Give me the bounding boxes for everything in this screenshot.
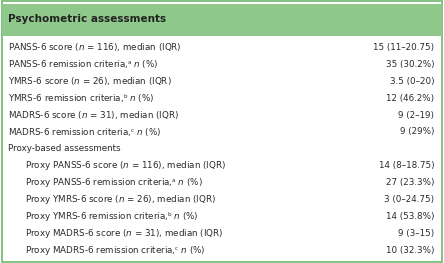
Text: YMRS-6 score ($n$ = 26), median (IQR): YMRS-6 score ($n$ = 26), median (IQR) (8, 75, 172, 87)
Text: Proxy YMRS-6 score ($n$ = 26), median (IQR): Proxy YMRS-6 score ($n$ = 26), median (I… (25, 193, 216, 206)
Text: Proxy MADRS-6 score ($n$ = 31), median (IQR): Proxy MADRS-6 score ($n$ = 31), median (… (25, 227, 223, 240)
Bar (2, 4, 442, 36)
Text: 35 (30.2%): 35 (30.2%) (385, 60, 434, 69)
Text: Proxy YMRS-6 remission criteria,ᵇ $n$ (%): Proxy YMRS-6 remission criteria,ᵇ $n$ (%… (25, 210, 198, 223)
Text: Proxy PANSS-6 remission criteria,ᵃ $n$ (%): Proxy PANSS-6 remission criteria,ᵃ $n$ (… (25, 176, 202, 189)
Text: 9 (2–19): 9 (2–19) (398, 110, 434, 120)
Text: 10 (32.3%): 10 (32.3%) (386, 246, 434, 255)
Text: 14 (8–18.75): 14 (8–18.75) (379, 161, 434, 170)
Text: YMRS-6 remission criteria,ᵇ $n$ (%): YMRS-6 remission criteria,ᵇ $n$ (%) (8, 92, 155, 104)
Text: MADRS-6 remission criteria,ᶜ $n$ (%): MADRS-6 remission criteria,ᶜ $n$ (%) (8, 126, 161, 138)
Text: Proxy MADRS-6 remission criteria,ᶜ $n$ (%): Proxy MADRS-6 remission criteria,ᶜ $n$ (… (25, 244, 206, 257)
Text: Proxy PANSS-6 score ($n$ = 116), median (IQR): Proxy PANSS-6 score ($n$ = 116), median … (25, 159, 226, 172)
Text: PANSS-6 score ($n$ = 116), median (IQR): PANSS-6 score ($n$ = 116), median (IQR) (8, 42, 182, 53)
Text: 15 (11–20.75): 15 (11–20.75) (373, 43, 434, 52)
Text: 27 (23.3%): 27 (23.3%) (386, 178, 434, 187)
Text: 14 (53.8%): 14 (53.8%) (386, 212, 434, 221)
Text: MADRS-6 score ($n$ = 31), median (IQR): MADRS-6 score ($n$ = 31), median (IQR) (8, 109, 179, 121)
Text: Psychometric assessments: Psychometric assessments (8, 14, 166, 24)
Text: 9 (29%): 9 (29%) (400, 128, 434, 136)
Text: 9 (3–15): 9 (3–15) (398, 229, 434, 238)
Text: 12 (46.2%): 12 (46.2%) (386, 94, 434, 103)
Text: PANSS-6 remission criteria,ᵃ $n$ (%): PANSS-6 remission criteria,ᵃ $n$ (%) (8, 58, 159, 70)
Text: 3 (0–24.75): 3 (0–24.75) (384, 195, 434, 204)
Text: 3.5 (0–20): 3.5 (0–20) (389, 77, 434, 86)
Text: Proxy-based assessments: Proxy-based assessments (8, 144, 121, 153)
